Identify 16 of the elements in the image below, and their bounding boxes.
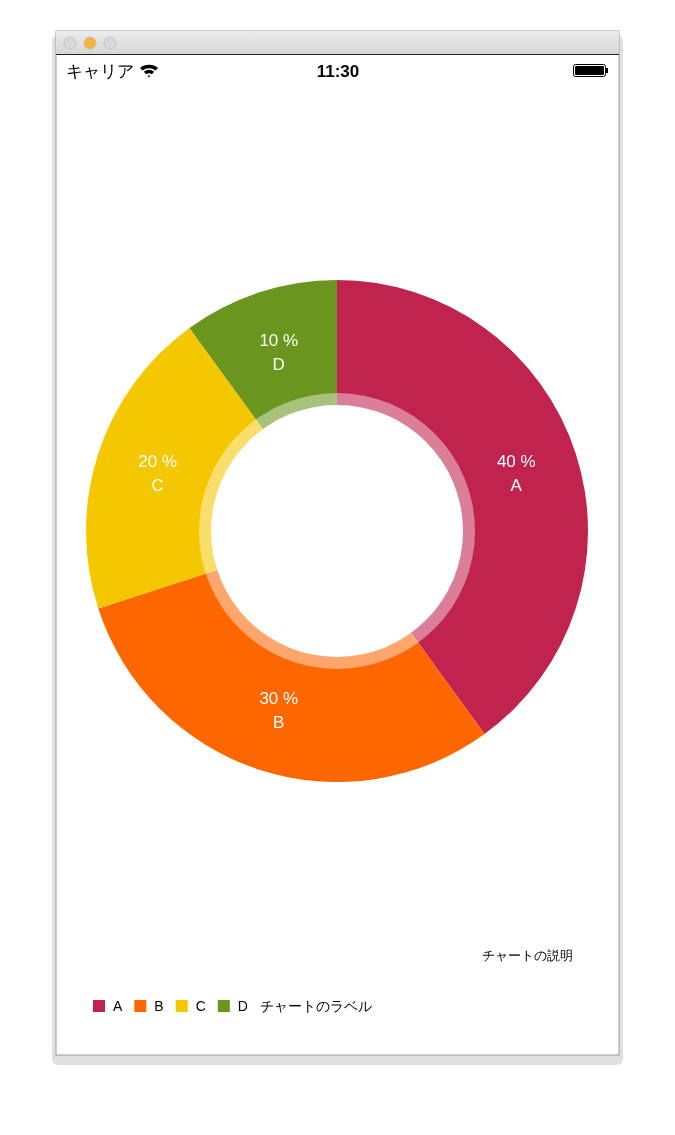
- slice-label: A: [510, 475, 523, 495]
- slice-label: B: [273, 713, 285, 733]
- legend-label: B: [154, 998, 164, 1014]
- data-label: 30 %: [259, 689, 299, 709]
- legend-title: チャートのラベル: [259, 998, 372, 1014]
- text: キャリア: [66, 62, 134, 81]
- data-label: 20 %: [138, 451, 178, 471]
- text: チャートの説明: [482, 948, 573, 963]
- slice-label: C: [151, 475, 164, 495]
- data-label: 40 %: [496, 451, 536, 471]
- text: 11:30: [316, 62, 360, 81]
- data-label: 10 %: [259, 330, 299, 350]
- legend-label: A: [113, 998, 123, 1014]
- slice-label: D: [272, 354, 285, 374]
- legend-label: D: [237, 998, 248, 1014]
- legend-label: C: [195, 998, 206, 1014]
